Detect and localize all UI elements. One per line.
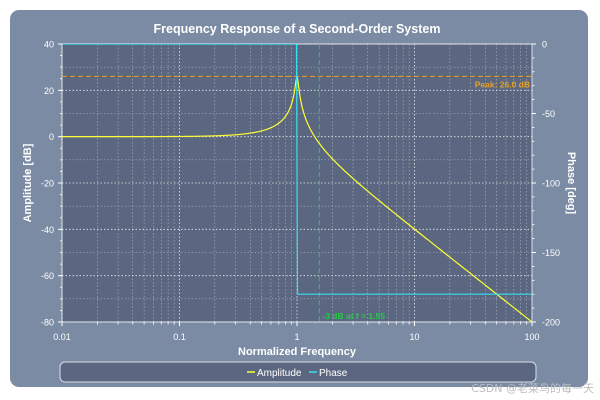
y-left-tick-label: 40 (44, 40, 54, 50)
legend: Amplitude Phase (59, 361, 537, 383)
legend-box (59, 361, 537, 383)
y-right-tick-label: -100 (542, 179, 560, 189)
y-right-tick-label: -200 (542, 318, 560, 328)
series-lines (62, 44, 532, 322)
y-right-tick-label: -150 (542, 248, 560, 258)
ticks (58, 43, 536, 326)
x-tick-label: 1 (294, 332, 299, 342)
y-left-tick-label: -20 (41, 179, 54, 189)
x-axis-label: Normalized Frequency (238, 346, 357, 358)
y-right-tick-label: -50 (542, 109, 555, 119)
x-tick-label: 0.1 (173, 332, 186, 342)
y-left-tick-label: 20 (44, 86, 54, 96)
y-right-axis-label: Phase [deg] (565, 152, 577, 215)
x-tick-label: 100 (524, 332, 539, 342)
y-left-tick-label: -80 (41, 318, 54, 328)
legend-label-amplitude: Amplitude (257, 368, 302, 379)
y-left-tick-label: -60 (41, 271, 54, 281)
cutoff-annotation: -3 dB at f = 1.55 (322, 311, 385, 321)
text-layer: 0.01 0.1 1 10 100 40 20 0 -20 -40 -60 -80 0 -50 -100 -1… (22, 22, 577, 358)
chart-title: Frequency Response of a Second-Order Sys… (154, 22, 441, 36)
x-tick-label: 10 (409, 332, 419, 342)
series-phase-line (62, 44, 532, 295)
x-tick-label: 0.01 (53, 332, 71, 342)
peak-annotation: Peak: 26.0 dB (475, 79, 530, 89)
y-left-tick-label: -40 (41, 225, 54, 235)
y-right-tick-label: 0 (542, 40, 547, 50)
watermark: CSDN @老菜鸟的每一天 (471, 382, 594, 395)
legend-label-phase: Phase (319, 368, 348, 379)
y-left-tick-label: 0 (49, 132, 54, 142)
y-left-axis-label: Amplitude [dB] (22, 143, 34, 222)
